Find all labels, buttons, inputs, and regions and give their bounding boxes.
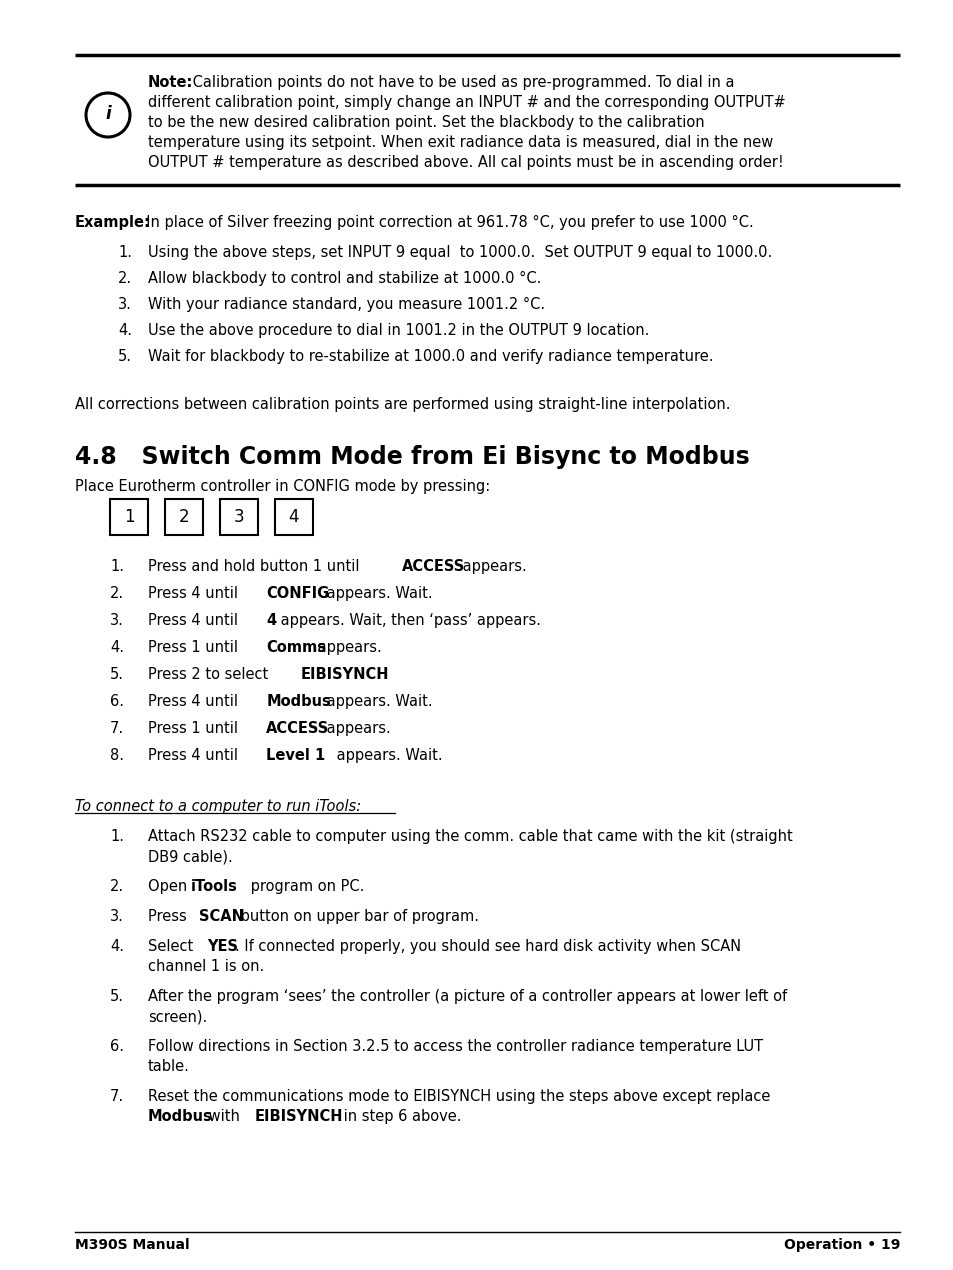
FancyBboxPatch shape [165,499,203,535]
Text: 4.: 4. [118,323,132,338]
Text: appears. Wait, then ‘pass’ appears.: appears. Wait, then ‘pass’ appears. [275,613,540,627]
Text: 3.: 3. [110,613,124,627]
Text: Operation • 19: Operation • 19 [782,1238,899,1252]
Text: Press: Press [148,909,192,925]
Text: Press 4 until: Press 4 until [148,748,242,763]
Text: 6.: 6. [110,693,124,709]
Text: OUTPUT # temperature as described above. All cal points must be in ascending ord: OUTPUT # temperature as described above.… [148,155,783,170]
FancyBboxPatch shape [274,499,313,535]
Text: 4.: 4. [110,939,124,954]
Text: After the program ‘sees’ the controller (a picture of a controller appears at lo: After the program ‘sees’ the controller … [148,989,786,1005]
Text: DB9 cable).: DB9 cable). [148,850,233,864]
Text: Place Eurotherm controller in CONFIG mode by pressing:: Place Eurotherm controller in CONFIG mod… [75,479,490,494]
Text: button on upper bar of program.: button on upper bar of program. [235,909,478,925]
Text: Modbus: Modbus [148,1109,213,1124]
Text: appears.: appears. [322,721,391,737]
Text: table.: table. [148,1059,190,1074]
Text: Attach RS232 cable to computer using the comm. cable that came with the kit (str: Attach RS232 cable to computer using the… [148,829,792,845]
Text: . If connected properly, you should see hard disk activity when SCAN: . If connected properly, you should see … [235,939,740,954]
Text: Comms: Comms [266,640,326,655]
FancyBboxPatch shape [220,499,257,535]
Text: 2.: 2. [110,585,124,601]
Text: Press 4 until: Press 4 until [148,693,242,709]
Text: in step 6 above.: in step 6 above. [338,1109,460,1124]
Text: Wait for blackbody to re-stabilize at 1000.0 and verify radiance temperature.: Wait for blackbody to re-stabilize at 10… [148,349,713,364]
Text: appears. Wait.: appears. Wait. [322,693,433,709]
Text: Calibration points do not have to be used as pre-programmed. To dial in a: Calibration points do not have to be use… [188,75,734,90]
Text: Press 4 until: Press 4 until [148,585,242,601]
Text: 3.: 3. [110,909,124,925]
Text: YES: YES [207,939,238,954]
Text: temperature using its setpoint. When exit radiance data is measured, dial in the: temperature using its setpoint. When exi… [148,135,773,150]
Text: SCAN: SCAN [198,909,244,925]
Text: CONFIG: CONFIG [266,585,330,601]
Text: 5.: 5. [118,349,132,364]
Text: appears. Wait.: appears. Wait. [332,748,442,763]
Text: Press 4 until: Press 4 until [148,613,242,627]
Text: Press 1 until: Press 1 until [148,640,242,655]
Text: 1.: 1. [110,559,124,574]
Text: To connect to a computer to run iTools:: To connect to a computer to run iTools: [75,799,361,814]
Text: with: with [204,1109,244,1124]
Text: 4.8   Switch Comm Mode from Ei Bisync to Modbus: 4.8 Switch Comm Mode from Ei Bisync to M… [75,444,749,469]
Text: EIBISYNCH: EIBISYNCH [300,667,388,682]
Text: ACCESS: ACCESS [266,721,330,737]
Text: screen).: screen). [148,1008,207,1024]
Text: 1.: 1. [118,245,132,260]
Text: 8.: 8. [110,748,124,763]
Text: All corrections between calibration points are performed using straight-line int: All corrections between calibration poin… [75,398,730,411]
Text: M390S Manual: M390S Manual [75,1238,190,1252]
Text: 4: 4 [289,508,299,526]
Text: Allow blackbody to control and stabilize at 1000.0 °C.: Allow blackbody to control and stabilize… [148,271,540,286]
Text: Reset the communications mode to EIBISYNCH using the steps above except replace: Reset the communications mode to EIBISYN… [148,1088,770,1104]
FancyBboxPatch shape [110,499,148,535]
Text: to be the new desired calibration point. Set the blackbody to the calibration: to be the new desired calibration point.… [148,116,704,130]
Text: 4: 4 [266,613,276,627]
Text: 1.: 1. [110,829,124,845]
Text: Level 1: Level 1 [266,748,325,763]
Text: channel 1 is on.: channel 1 is on. [148,959,264,974]
Text: Follow directions in Section 3.2.5 to access the controller radiance temperature: Follow directions in Section 3.2.5 to ac… [148,1039,762,1054]
Text: Note:: Note: [148,75,193,90]
Text: 3.: 3. [118,297,132,312]
Text: 6.: 6. [110,1039,124,1054]
Text: With your radiance standard, you measure 1001.2 °C.: With your radiance standard, you measure… [148,297,544,312]
Text: appears.: appears. [457,559,526,574]
Text: Example:: Example: [75,215,151,230]
Text: 7.: 7. [110,1088,124,1104]
Text: Open: Open [148,879,192,894]
Text: 2: 2 [178,508,189,526]
Text: ACCESS: ACCESS [401,559,464,574]
Text: 2.: 2. [118,271,132,286]
Text: Press 2 to select: Press 2 to select [148,667,273,682]
Text: 5.: 5. [110,667,124,682]
Text: EIBISYNCH: EIBISYNCH [254,1109,343,1124]
Text: Modbus: Modbus [266,693,331,709]
Text: appears.: appears. [313,640,381,655]
Text: Press and hold button 1 until: Press and hold button 1 until [148,559,364,574]
Text: 3: 3 [233,508,244,526]
Text: In place of Silver freezing point correction at 961.78 °C, you prefer to use 100: In place of Silver freezing point correc… [137,215,753,230]
Text: 1: 1 [124,508,134,526]
Text: 2.: 2. [110,879,124,894]
Text: iTools: iTools [190,879,237,894]
Text: program on PC.: program on PC. [246,879,364,894]
Text: i: i [105,105,111,123]
Text: appears. Wait.: appears. Wait. [322,585,433,601]
Text: 5.: 5. [110,989,124,1005]
Text: Use the above procedure to dial in 1001.2 in the OUTPUT 9 location.: Use the above procedure to dial in 1001.… [148,323,649,338]
Text: 7.: 7. [110,721,124,737]
Text: different calibration point, simply change an INPUT # and the corresponding OUTP: different calibration point, simply chan… [148,95,785,110]
Text: Select: Select [148,939,197,954]
Text: Using the above steps, set INPUT 9 equal  to 1000.0.  Set OUTPUT 9 equal to 1000: Using the above steps, set INPUT 9 equal… [148,245,771,260]
Text: 4.: 4. [110,640,124,655]
Text: Press 1 until: Press 1 until [148,721,242,737]
